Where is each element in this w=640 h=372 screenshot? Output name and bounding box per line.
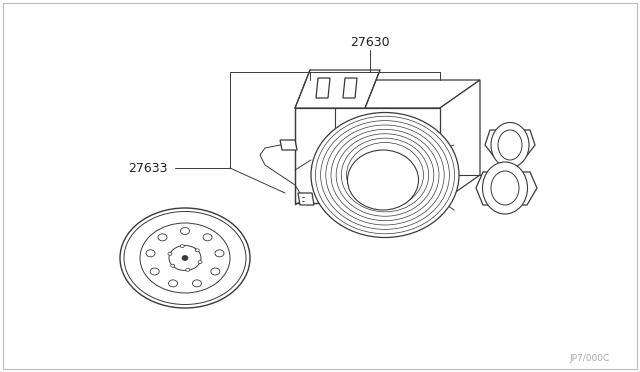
Ellipse shape	[341, 138, 429, 212]
Ellipse shape	[124, 212, 246, 305]
Ellipse shape	[180, 228, 189, 234]
Ellipse shape	[150, 268, 159, 275]
Ellipse shape	[483, 162, 527, 214]
Ellipse shape	[186, 268, 190, 271]
Ellipse shape	[321, 121, 449, 230]
Polygon shape	[298, 193, 314, 205]
Polygon shape	[440, 80, 480, 203]
Ellipse shape	[346, 142, 424, 208]
Ellipse shape	[331, 129, 439, 221]
Polygon shape	[316, 78, 330, 98]
Text: 27633: 27633	[128, 161, 168, 174]
Ellipse shape	[336, 134, 434, 216]
Text: JP7/000C: JP7/000C	[570, 354, 610, 363]
Ellipse shape	[215, 250, 224, 257]
Text: 27630: 27630	[350, 35, 390, 48]
Ellipse shape	[348, 150, 419, 210]
Polygon shape	[295, 70, 380, 108]
Ellipse shape	[211, 268, 220, 275]
Ellipse shape	[198, 261, 202, 264]
Ellipse shape	[326, 125, 444, 225]
Polygon shape	[295, 108, 440, 203]
Polygon shape	[343, 78, 357, 98]
Ellipse shape	[168, 252, 172, 256]
Ellipse shape	[120, 208, 250, 308]
Ellipse shape	[171, 264, 175, 267]
Ellipse shape	[146, 250, 155, 257]
Ellipse shape	[311, 112, 459, 237]
Polygon shape	[485, 130, 535, 158]
Ellipse shape	[498, 130, 522, 160]
Ellipse shape	[193, 280, 202, 287]
Ellipse shape	[195, 249, 199, 252]
Ellipse shape	[316, 116, 454, 234]
Ellipse shape	[158, 234, 167, 241]
Polygon shape	[280, 140, 297, 150]
Ellipse shape	[169, 246, 201, 270]
Ellipse shape	[168, 280, 177, 287]
Ellipse shape	[182, 256, 188, 260]
Ellipse shape	[180, 245, 184, 248]
Ellipse shape	[203, 234, 212, 241]
Polygon shape	[476, 172, 537, 205]
Polygon shape	[295, 80, 480, 108]
Ellipse shape	[140, 223, 230, 293]
Ellipse shape	[491, 122, 529, 167]
Ellipse shape	[491, 171, 519, 205]
